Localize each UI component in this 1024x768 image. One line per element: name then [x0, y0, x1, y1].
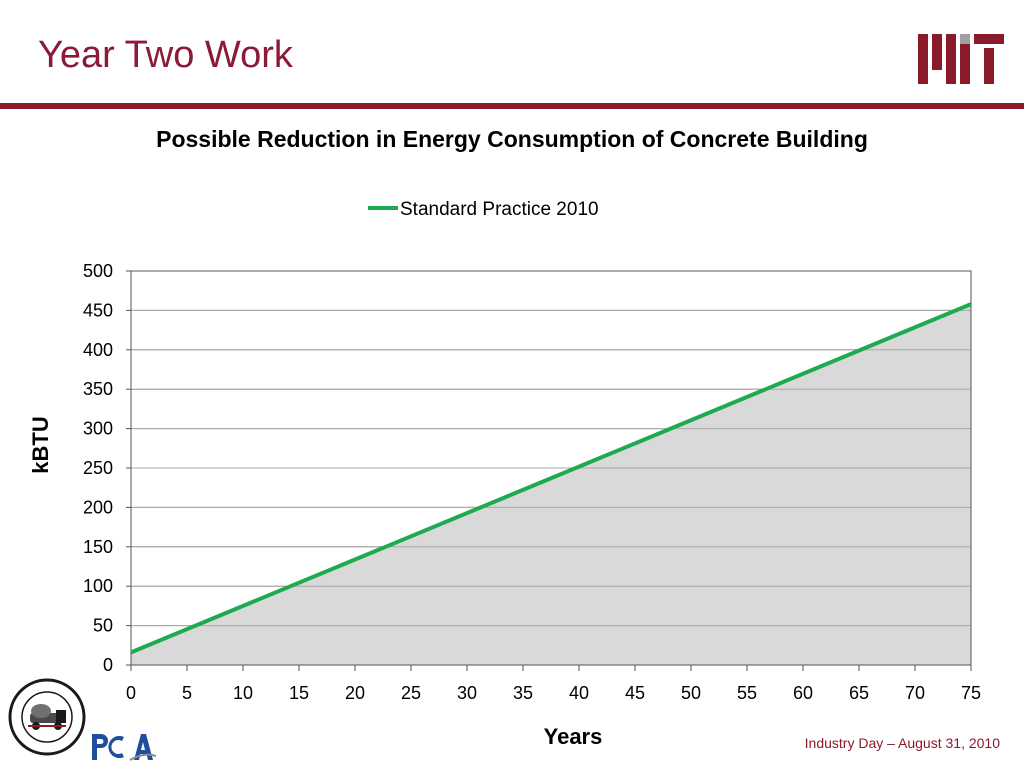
y-tick-label-300: 300	[83, 419, 113, 439]
x-tick-label-35: 35	[513, 683, 533, 703]
mit-logo	[918, 34, 1004, 84]
x-tick-label-45: 45	[625, 683, 645, 703]
x-tick-label-75: 75	[961, 683, 981, 703]
area-fill	[131, 270, 971, 665]
x-tick-label-15: 15	[289, 683, 309, 703]
x-tick-label-55: 55	[737, 683, 757, 703]
legend: Standard Practice 2010	[368, 199, 599, 220]
y-axis-label: kBTU	[28, 416, 53, 473]
chart-title: Possible Reduction in Energy Consumption…	[156, 126, 868, 152]
x-tick-labels: 0 5 10 15 20 25 30 35 40 45 50 55 60 65 70 75	[126, 683, 981, 703]
area-fill-series-0	[131, 304, 971, 665]
series-line-0	[130, 302, 972, 655]
x-tick-label-20: 20	[345, 683, 365, 703]
title-divider	[0, 103, 1024, 109]
y-tick-label-50: 50	[93, 616, 113, 636]
x-tick-label-25: 25	[401, 683, 421, 703]
x-tick-label-60: 60	[793, 683, 813, 703]
x-tick-label-50: 50	[681, 683, 701, 703]
y-tick-label-450: 450	[83, 300, 113, 320]
y-tick-label-100: 100	[83, 576, 113, 596]
x-tick-label-5: 5	[182, 683, 192, 703]
y-tick-label-500: 500	[83, 261, 113, 281]
x-tick-label-10: 10	[233, 683, 253, 703]
x-tick-label-65: 65	[849, 683, 869, 703]
y-tick-label-250: 250	[83, 458, 113, 478]
y-tick-label-150: 150	[83, 537, 113, 557]
footer-text: Industry Day – August 31, 2010	[804, 735, 1000, 751]
y-tick-labels: 0 50 100 150 200 250 300 350 400 450 500	[83, 261, 113, 675]
slide-title: Year Two Work	[38, 34, 293, 76]
x-tick-label-30: 30	[457, 683, 477, 703]
y-tick-label-400: 400	[83, 340, 113, 360]
y-tick-label-0: 0	[103, 655, 113, 675]
x-tick-label-40: 40	[569, 683, 589, 703]
x-tick-label-0: 0	[126, 683, 136, 703]
y-tick-label-200: 200	[83, 497, 113, 517]
y-tick-label-350: 350	[83, 379, 113, 399]
x-tick-label-70: 70	[905, 683, 925, 703]
series-lines	[130, 302, 972, 655]
axes	[126, 270, 972, 671]
pca-logo	[92, 734, 156, 761]
legend-label-0: Standard Practice 2010	[400, 199, 599, 220]
rmc-foundation-seal	[8, 678, 86, 756]
x-axis-label: Years	[544, 724, 603, 749]
